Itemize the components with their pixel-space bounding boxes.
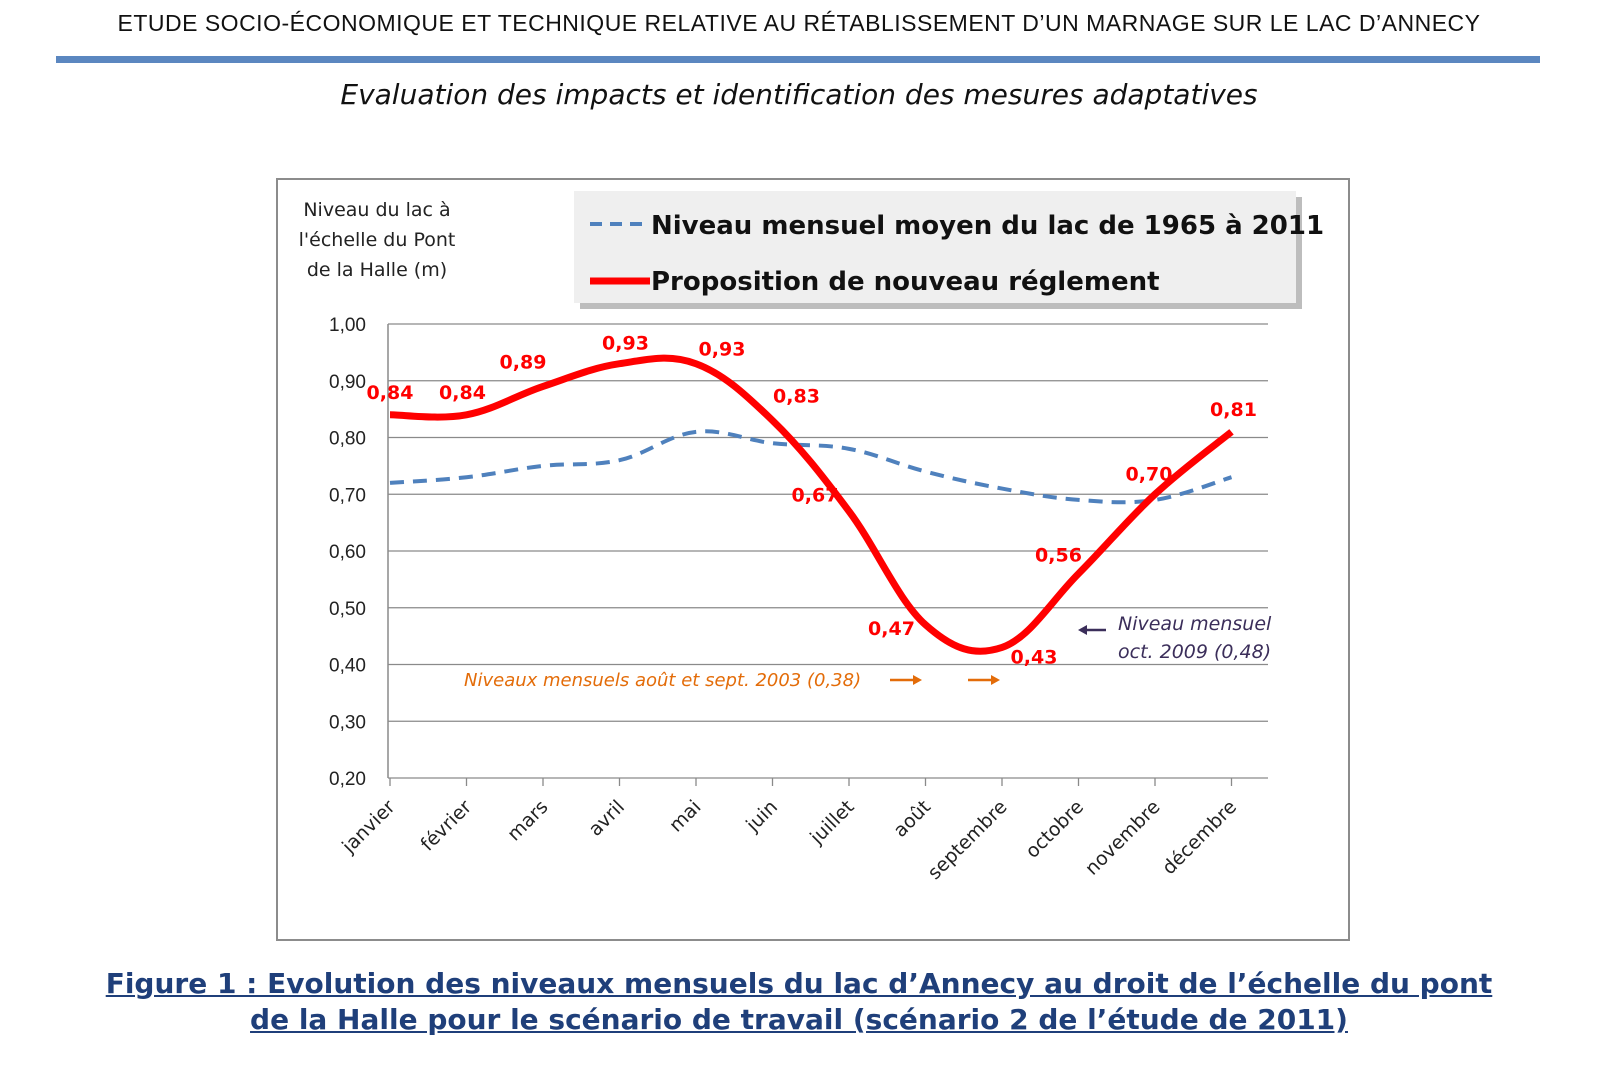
data-label-proposal: 0,93	[602, 333, 649, 355]
y-tick-label: 0,50	[329, 599, 366, 620]
data-label-proposal: 0,89	[500, 351, 547, 373]
y-tick-label: 0,60	[329, 542, 366, 563]
data-point-mean-level	[541, 464, 545, 468]
data-label-proposal: 0,70	[1126, 463, 1173, 485]
annotation-aug-sept-2003: Niveaux mensuels août et sept. 2003 (0,3…	[464, 670, 861, 691]
data-point-proposal	[388, 413, 392, 417]
data-point-mean-level	[618, 458, 622, 462]
data-label-proposal: 0,84	[367, 382, 414, 404]
arrow-right-icon	[890, 675, 922, 685]
data-label-proposal: 0,93	[699, 339, 746, 361]
legend-label-proposal: Proposition de nouveau réglement	[651, 267, 1160, 297]
arrow-head	[991, 675, 1000, 685]
data-point-mean-level	[465, 475, 469, 479]
y-tick-label: 0,90	[329, 372, 366, 393]
figure-caption-line-2: de la Halle pour le scénario de travail …	[250, 1003, 1348, 1036]
annotation-oct-2009: Niveau mensuel oct. 2009 (0,48)	[1118, 613, 1272, 663]
data-point-proposal	[1000, 645, 1004, 649]
x-tick-label: juin	[741, 796, 782, 837]
legend-box	[574, 191, 1296, 303]
data-point-mean-level	[1153, 498, 1157, 502]
data-label-proposal: 0,84	[439, 382, 486, 404]
data-point-proposal	[1077, 572, 1081, 576]
y-axis-label-line: Niveau du lac à	[303, 199, 450, 221]
y-axis-label-line: de la Halle (m)	[307, 259, 447, 281]
data-point-mean-level	[1000, 487, 1004, 491]
data-point-mean-level	[388, 481, 392, 485]
x-tick-label: avril	[584, 796, 629, 841]
data-label-proposal: 0,56	[1035, 545, 1082, 567]
series-line-mean-level	[389, 429, 1233, 505]
data-point-proposal	[618, 362, 622, 366]
data-label-proposal: 0,47	[868, 618, 915, 640]
y-tick-label: 1,00	[329, 315, 366, 336]
data-point-proposal	[1230, 430, 1234, 434]
data-point-proposal	[465, 413, 469, 417]
document-subtitle: Evaluation des impacts et identification…	[340, 78, 1258, 111]
header-rule	[56, 56, 1540, 63]
data-point-mean-level	[1230, 475, 1234, 479]
figure-caption: Figure 1 : Evolution des niveaux mensuel…	[0, 966, 1598, 1038]
y-tick-label: 0,30	[329, 712, 366, 733]
y-tick-label: 0,40	[329, 656, 366, 677]
x-tick-label: novembre	[1081, 796, 1165, 880]
arrow-right-icon	[968, 675, 1000, 685]
arrow-left-icon	[1078, 625, 1106, 635]
data-point-mean-level	[847, 447, 851, 451]
chart-frame: Niveau du lac à l'échelle du Pont de la Ha…	[276, 178, 1350, 941]
y-axis-label: Niveau du lac à l'échelle du Pont de la Ha…	[299, 199, 456, 281]
data-label-proposal: 0,67	[792, 484, 839, 506]
data-label-proposal: 0,81	[1210, 399, 1257, 421]
data-point-mean-level	[924, 470, 928, 474]
y-tick-label: 0,70	[329, 485, 366, 506]
document-header-title: ETUDE SOCIO-ÉCONOMIQUE ET TECHNIQUE RELA…	[117, 10, 1481, 36]
annotation-oct-2009-line: oct. 2009 (0,48)	[1118, 641, 1271, 663]
x-tick-label: septembre	[924, 796, 1012, 884]
x-tick-label: octobre	[1021, 796, 1088, 863]
data-point-proposal	[694, 362, 698, 366]
data-point-proposal	[541, 384, 545, 388]
arrow-head	[1078, 625, 1087, 635]
x-tick-label: juillet	[805, 796, 858, 849]
arrow-head	[913, 675, 922, 685]
data-point-mean-level	[1077, 498, 1081, 502]
data-point-proposal	[1153, 492, 1157, 496]
data-label-proposal: 0,83	[773, 385, 820, 407]
x-tick-label: décembre	[1158, 796, 1241, 879]
data-point-proposal	[771, 418, 775, 422]
figure-caption-line-1: Figure 1 : Evolution des niveaux mensuel…	[105, 967, 1493, 1000]
data-label-proposal: 0,43	[1011, 646, 1058, 668]
y-tick-label: 0,80	[329, 429, 366, 450]
series-line-proposal	[389, 354, 1234, 655]
x-tick-label: mai	[665, 796, 706, 837]
y-axis-label-line: l'échelle du Pont	[299, 229, 456, 251]
x-tick-label: août	[889, 796, 935, 842]
y-tick-label: 0,20	[329, 769, 366, 790]
line-chart: Niveau du lac à l'échelle du Pont de la Ha…	[299, 191, 1324, 884]
data-point-proposal	[847, 509, 851, 513]
x-tick-label: février	[416, 796, 476, 856]
data-point-mean-level	[771, 441, 775, 445]
data-point-mean-level	[694, 430, 698, 434]
legend-label-mean-level: Niveau mensuel moyen du lac de 1965 à 20…	[651, 211, 1324, 241]
annotation-oct-2009-line: Niveau mensuel	[1118, 613, 1272, 635]
x-tick-label: janvier	[337, 796, 399, 858]
x-tick-label: mars	[503, 796, 552, 845]
data-point-proposal	[924, 623, 928, 627]
